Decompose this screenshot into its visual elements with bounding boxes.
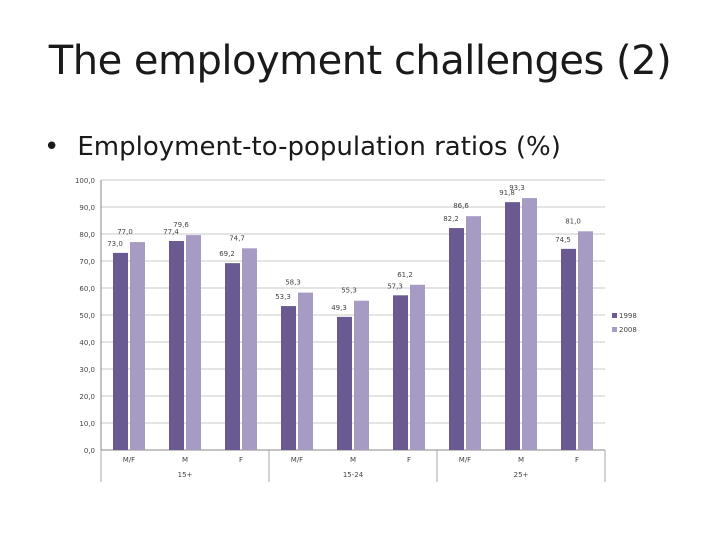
x-tick-label: M/F [123,456,135,464]
legend-swatch [612,327,617,332]
legend-swatch [612,313,617,318]
y-tick-label: 90,0 [79,204,95,212]
data-label-1998: 57,3 [387,282,403,290]
legend-label: 1998 [619,312,637,320]
bar-2008 [410,284,425,450]
bar-1998 [169,241,184,450]
y-tick-label: 10,0 [79,420,95,428]
data-label-2008: 74,7 [229,234,245,242]
data-label-1998: 74,5 [555,236,571,244]
y-tick-label: 50,0 [79,312,95,320]
x-group-label: 15-24 [343,471,364,479]
data-label-1998: 69,2 [219,250,235,258]
x-tick-label: M [350,456,356,464]
bar-1998 [561,248,576,450]
bar-1998 [393,295,408,450]
bar-2008 [242,248,257,450]
bar-1998 [225,263,240,450]
x-tick-label: F [575,456,579,464]
y-tick-label: 70,0 [79,258,95,266]
bar-2008 [298,292,313,450]
bullet-point: • Employment-to-population ratios (%) [44,132,561,162]
data-label-1998: 82,2 [443,215,459,223]
x-tick-label: M [518,456,524,464]
data-label-2008: 79,6 [173,221,189,229]
data-label-2008: 81,0 [565,217,581,225]
y-tick-label: 100,0 [75,177,95,185]
y-tick-label: 80,0 [79,231,95,239]
data-label-1998: 91,8 [499,189,515,197]
data-label-1998: 73,0 [107,240,123,248]
x-tick-label: M [182,456,188,464]
data-label-2008: 93,3 [509,184,525,192]
slide-title: The employment challenges (2) [48,38,672,84]
x-group-label: 15+ [178,471,193,479]
bar-2008 [186,235,201,450]
x-tick-label: F [407,456,411,464]
legend-label: 2008 [619,326,637,334]
bar-2008 [522,198,537,450]
data-label-2008: 86,6 [453,202,469,210]
bar-1998 [281,306,296,450]
data-label-1998: 53,3 [275,293,291,301]
x-tick-label: F [239,456,243,464]
data-label-1998: 77,4 [163,228,179,236]
y-tick-label: 20,0 [79,393,95,401]
data-label-2008: 61,2 [397,271,413,279]
bar-2008 [466,216,481,450]
bar-2008 [578,231,593,450]
bar-1998 [505,202,520,450]
y-tick-label: 30,0 [79,366,95,374]
x-tick-label: M/F [459,456,471,464]
bar-2008 [354,300,369,450]
data-label-2008: 55,3 [341,287,357,295]
x-tick-label: M/F [291,456,303,464]
bar-1998 [337,316,352,450]
data-label-2008: 77,0 [117,228,133,236]
data-label-1998: 49,3 [331,304,347,312]
y-tick-label: 0,0 [84,447,95,455]
y-tick-label: 40,0 [79,339,95,347]
bullet-text: Employment-to-population ratios (%) [77,132,561,162]
bar-1998 [449,228,464,450]
y-tick-label: 60,0 [79,285,95,293]
x-group-label: 25+ [514,471,529,479]
bar-1998 [113,252,128,450]
bar-2008 [130,242,145,450]
bullet-dot-icon: • [44,132,60,162]
data-label-2008: 58,3 [285,279,301,287]
